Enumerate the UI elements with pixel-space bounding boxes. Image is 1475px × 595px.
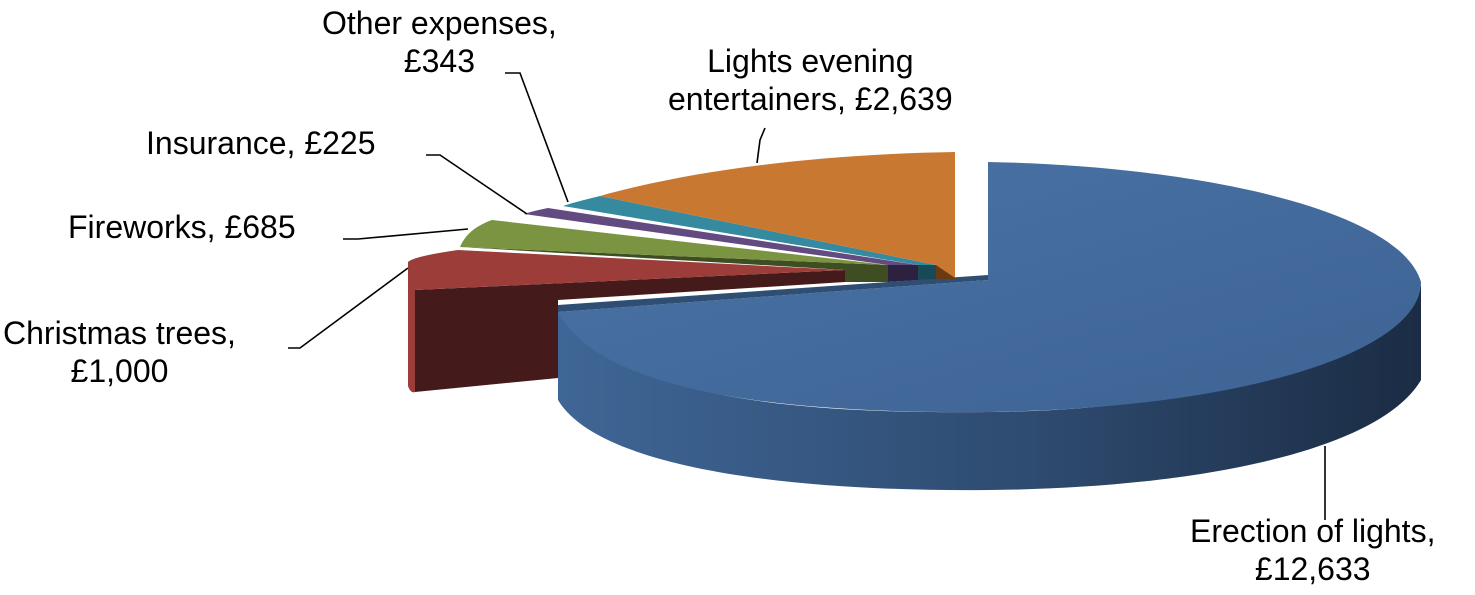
slice-other-wall <box>918 265 936 280</box>
slice-fireworks <box>460 220 888 282</box>
label-fireworks-text: Fireworks, £685 <box>68 209 296 245</box>
label-other-expenses: Other expenses, £343 <box>322 4 557 80</box>
label-lights-evening-entertainers: Lights evening entertainers, £2,639 <box>668 42 953 118</box>
label-entertainers-name: Lights evening <box>707 43 914 79</box>
leader-fireworks <box>343 228 469 240</box>
label-other-value: £343 <box>403 43 475 79</box>
label-christmas-trees: Christmas trees, £1,000 <box>3 314 236 390</box>
leader-trees <box>288 267 409 349</box>
slice-erection-wall <box>558 275 988 312</box>
label-insurance-text: Insurance, £225 <box>146 125 376 161</box>
leader-insurance <box>426 154 528 215</box>
slice-erection-of-lights <box>558 162 1421 491</box>
slice-other-expenses <box>563 196 936 280</box>
slice-trees-wall <box>415 270 845 392</box>
label-other-name: Other expenses, <box>322 5 557 41</box>
slice-fireworks-top <box>460 220 888 265</box>
slice-other-top <box>563 196 936 265</box>
slice-trees-side-outer <box>408 262 415 393</box>
slice-insurance-wall <box>888 265 918 282</box>
label-trees-value: £1,000 <box>70 353 169 389</box>
label-insurance: Insurance, £225 <box>146 124 376 162</box>
label-fireworks: Fireworks, £685 <box>68 208 296 246</box>
slice-insurance-top <box>524 208 918 265</box>
leader-other <box>505 72 569 203</box>
slice-trees-top <box>408 250 845 290</box>
label-erection-of-lights: Erection of lights, £12,633 <box>1190 512 1435 588</box>
slice-insurance <box>524 208 918 282</box>
label-erection-value: £12,633 <box>1254 551 1371 587</box>
slice-erection-top <box>558 162 1421 413</box>
label-entertainers-value: entertainers, £2,639 <box>668 81 953 117</box>
slice-entertainers-top <box>600 152 955 278</box>
leader-entertainers <box>756 127 766 164</box>
slice-fireworks-wall <box>460 247 888 282</box>
slice-christmas-trees <box>408 250 845 393</box>
leader-lines <box>288 72 1326 520</box>
label-erection-name: Erection of lights, <box>1190 513 1436 549</box>
slice-erection-side <box>558 285 1421 491</box>
slice-lights-evening-entertainers <box>600 152 955 279</box>
label-trees-name: Christmas trees, <box>3 315 236 351</box>
